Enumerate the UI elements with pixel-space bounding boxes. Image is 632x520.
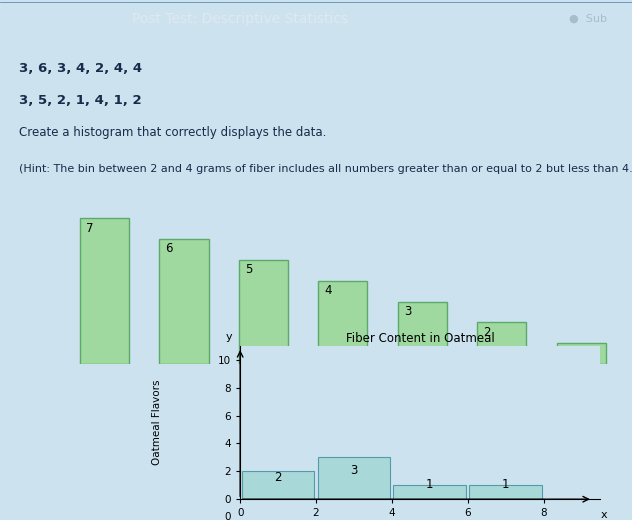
Bar — [477, 322, 526, 364]
Text: Create a histogram that correctly displays the data.: Create a histogram that correctly displa… — [19, 125, 326, 138]
Text: 3: 3 — [350, 464, 358, 477]
Text: 1: 1 — [563, 346, 570, 359]
Bar — [239, 260, 288, 364]
Text: 2: 2 — [274, 471, 282, 484]
Bar — [159, 239, 209, 364]
Text: x: x — [601, 510, 607, 520]
Bar — [469, 485, 542, 499]
Bar — [398, 302, 447, 364]
Bar — [393, 485, 466, 499]
Bar — [318, 281, 367, 364]
Text: 7: 7 — [86, 222, 94, 235]
Text: 4: 4 — [324, 284, 332, 297]
Text: 3, 6, 3, 4, 2, 4, 4: 3, 6, 3, 4, 2, 4, 4 — [19, 62, 142, 75]
Text: 3: 3 — [404, 305, 411, 318]
Text: (Hint: The bin between 2 and 4 grams of fiber includes all numbers greater than : (Hint: The bin between 2 and 4 grams of … — [19, 164, 632, 174]
Text: 2: 2 — [483, 326, 491, 339]
Text: 5: 5 — [245, 263, 252, 276]
Text: Oatmeal Flavors: Oatmeal Flavors — [152, 380, 162, 465]
Bar — [241, 471, 315, 499]
Text: 1: 1 — [502, 478, 509, 491]
Bar — [557, 343, 606, 364]
Text: 0: 0 — [224, 512, 231, 520]
Text: 1: 1 — [426, 478, 434, 491]
Text: Post Test: Descriptive Statistics: Post Test: Descriptive Statistics — [132, 11, 348, 25]
Text: ●  Sub: ● Sub — [569, 14, 607, 23]
Bar — [80, 218, 129, 364]
Bar — [317, 458, 391, 499]
Text: 6: 6 — [166, 242, 173, 255]
Text: 3, 5, 2, 1, 4, 1, 2: 3, 5, 2, 1, 4, 1, 2 — [19, 94, 142, 107]
Text: y: y — [226, 332, 232, 342]
Title: Fiber Content in Oatmeal: Fiber Content in Oatmeal — [346, 332, 495, 345]
